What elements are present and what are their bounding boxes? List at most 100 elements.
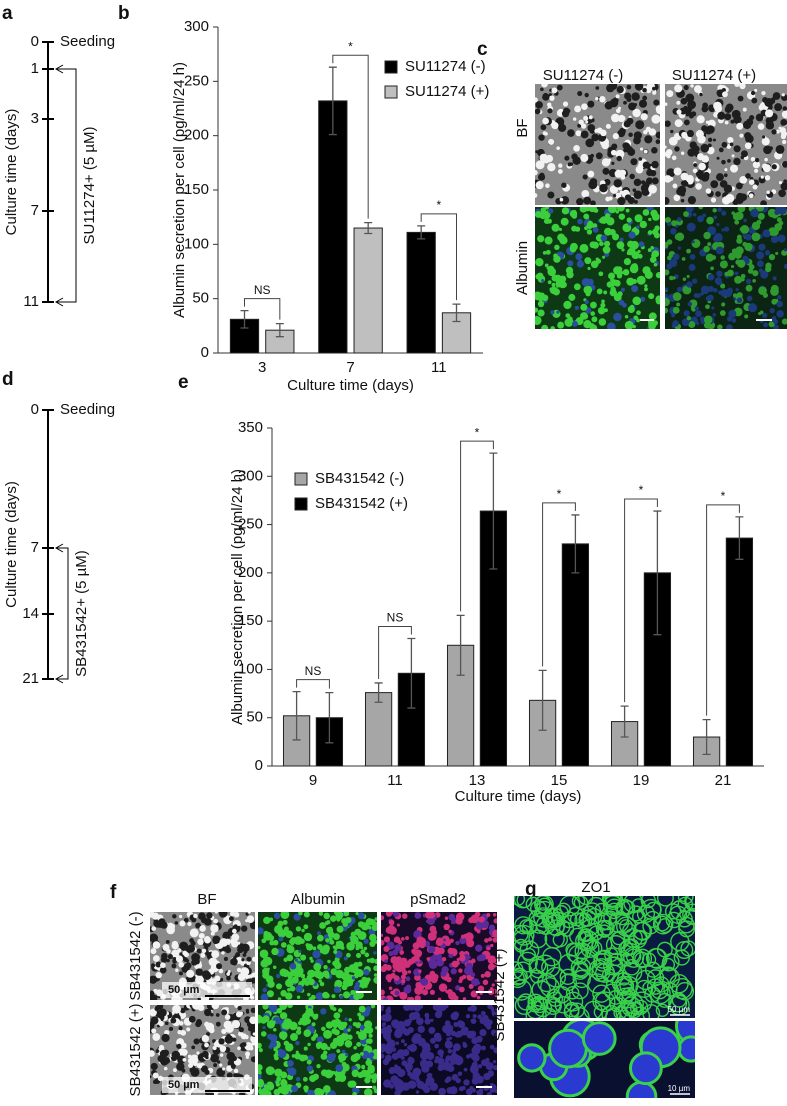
scale-bar-box: [162, 982, 252, 998]
texture: [648, 217, 652, 222]
texture: [191, 953, 201, 962]
texture: [480, 973, 485, 978]
texture: [375, 1026, 377, 1030]
texture: [150, 1062, 158, 1071]
texture: [186, 1027, 191, 1032]
texture: [615, 210, 620, 214]
texture: [345, 973, 351, 980]
texture: [418, 960, 423, 964]
texture: [677, 1035, 695, 1063]
texture: [602, 956, 622, 976]
texture: [460, 934, 465, 939]
texture: [707, 137, 713, 143]
texture: [172, 956, 177, 961]
texture: [623, 959, 641, 976]
texture: [567, 316, 573, 322]
texture: [443, 923, 450, 931]
texture: [293, 913, 301, 921]
texture: [754, 168, 759, 173]
texture: [363, 1020, 373, 1029]
texture: [547, 108, 553, 114]
texture: [666, 255, 672, 261]
bar: [561, 543, 590, 767]
texture: [737, 259, 746, 268]
texture: [645, 126, 651, 132]
texture: [674, 119, 683, 128]
texture: [289, 963, 297, 970]
texture: [384, 1026, 393, 1035]
texture: [224, 1014, 231, 1020]
texture: [459, 954, 466, 962]
texture: [236, 922, 241, 926]
texture: [462, 997, 467, 1000]
texture: [400, 974, 406, 980]
texture: [693, 85, 702, 93]
texture: [575, 226, 581, 232]
texture: [295, 1076, 301, 1082]
texture: [152, 955, 160, 962]
texture: [418, 1005, 424, 1009]
texture: [682, 903, 695, 925]
texture: [342, 1021, 348, 1027]
texture: [360, 984, 366, 989]
texture: [780, 119, 787, 126]
texture: [691, 240, 695, 244]
texture: [244, 1042, 253, 1051]
texture: [262, 1015, 270, 1023]
micrograph: [535, 207, 660, 329]
texture: [245, 1055, 250, 1059]
texture: [609, 185, 619, 194]
texture: [584, 226, 588, 231]
texture: [723, 226, 730, 232]
y-tick-label: 150: [184, 181, 209, 198]
texture: [744, 132, 752, 140]
texture: [665, 145, 667, 149]
texture: [318, 979, 322, 983]
texture: [547, 102, 552, 107]
texture: [547, 191, 555, 199]
texture: [735, 182, 743, 190]
texture: [311, 1022, 316, 1027]
error-bar: [292, 690, 301, 741]
texture: [366, 958, 371, 963]
texture: [572, 961, 589, 977]
texture: [312, 1073, 319, 1080]
texture: [151, 912, 160, 920]
timeline-tick-label: 0: [31, 33, 39, 50]
texture: [343, 956, 348, 961]
texture: [471, 1087, 477, 1093]
x-tick-label: 15: [551, 772, 568, 789]
texture: [320, 1042, 328, 1051]
texture: [346, 941, 355, 951]
texture: [393, 1066, 402, 1074]
texture: [638, 157, 643, 161]
texture: [651, 147, 658, 154]
texture: [388, 926, 397, 935]
texture: [541, 294, 549, 302]
texture: [705, 295, 711, 302]
texture: [576, 198, 584, 205]
texture: [415, 1090, 420, 1094]
texture: [241, 943, 250, 952]
texture: [730, 164, 739, 173]
texture: [535, 101, 543, 109]
error-bar: [374, 682, 383, 703]
texture: [468, 1053, 474, 1058]
texture: [369, 957, 376, 964]
texture: [583, 213, 590, 220]
texture: [602, 255, 606, 259]
texture: [525, 896, 541, 912]
texture: [258, 1064, 263, 1071]
texture: [602, 167, 610, 175]
texture: [749, 176, 754, 181]
texture: [328, 1005, 335, 1008]
texture: [633, 199, 638, 204]
texture: [219, 1053, 224, 1057]
texture: [204, 918, 212, 926]
texture: [535, 150, 539, 154]
texture: [605, 898, 624, 917]
texture: [642, 918, 659, 935]
texture: [667, 222, 672, 227]
x-tick-label: 13: [469, 772, 486, 789]
texture: [327, 931, 335, 938]
